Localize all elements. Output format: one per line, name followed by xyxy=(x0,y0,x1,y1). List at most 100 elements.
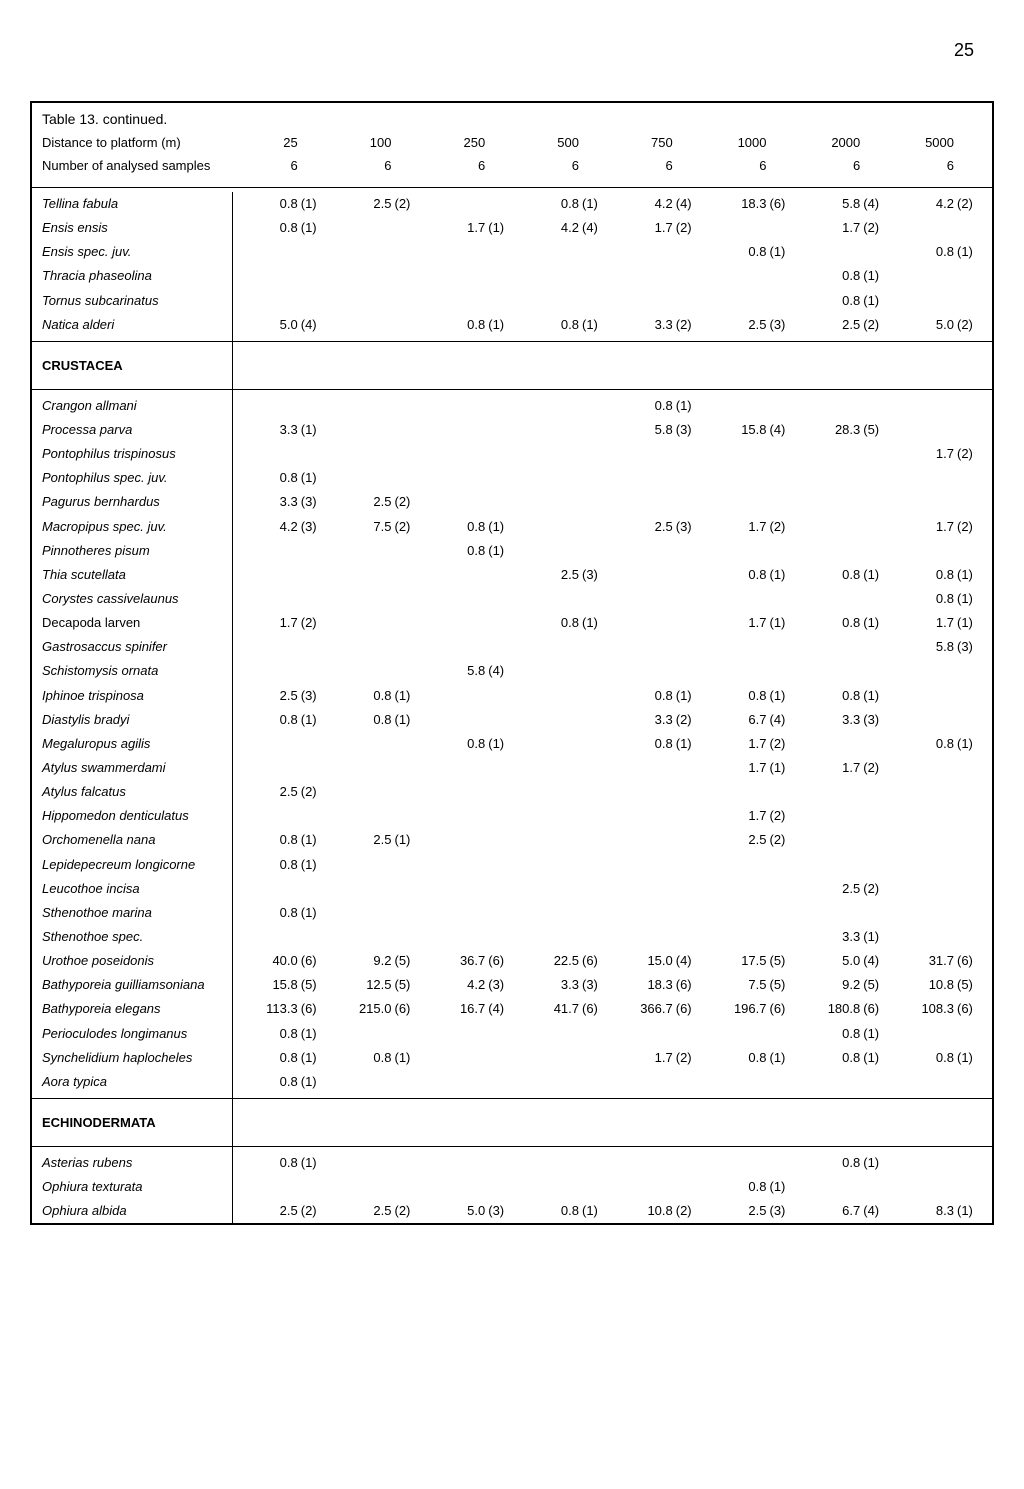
data-cell xyxy=(420,289,514,313)
data-cell xyxy=(326,466,420,490)
data-cell: 0.8(1) xyxy=(326,1046,420,1070)
page-number: 25 xyxy=(30,40,974,61)
data-cell xyxy=(326,587,420,611)
data-cell: 2.5(2) xyxy=(232,1199,326,1223)
data-cell: 2.5(3) xyxy=(701,313,795,337)
data-cell: 0.8(1) xyxy=(232,1046,326,1070)
data-cell xyxy=(607,240,701,264)
table-caption: Table 13. continued. xyxy=(32,103,992,131)
data-cell xyxy=(232,1175,326,1199)
data-cell xyxy=(232,240,326,264)
data-cell xyxy=(326,1151,420,1175)
data-cell xyxy=(701,659,795,683)
data-cell: 41.7(6) xyxy=(513,997,607,1021)
data-cell xyxy=(420,490,514,514)
data-cell xyxy=(513,828,607,852)
data-cell xyxy=(420,1070,514,1094)
data-cell: 1.7(2) xyxy=(701,515,795,539)
data-cell xyxy=(607,1175,701,1199)
section-divider xyxy=(32,341,992,342)
data-cell xyxy=(326,240,420,264)
data-cell xyxy=(513,804,607,828)
species-name: Lepidepecreum longicorne xyxy=(42,853,232,877)
data-cell: 0.8(1) xyxy=(888,563,982,587)
species-name: Atylus swammerdami xyxy=(42,756,232,780)
species-name: Urothoe poseidonis xyxy=(42,949,232,973)
data-cell: 40.0(6) xyxy=(232,949,326,973)
table-row: Bathyporeia guilliamsoniana15.8(5)12.5(5… xyxy=(32,973,992,997)
data-cell: 1.7(1) xyxy=(701,756,795,780)
species-name: Tellina fabula xyxy=(42,192,232,216)
data-cell xyxy=(607,490,701,514)
data-cell: 0.8(1) xyxy=(232,901,326,925)
data-cell xyxy=(420,635,514,659)
data-cell: 3.3(1) xyxy=(795,925,889,949)
data-cell: 2.5(3) xyxy=(232,684,326,708)
table-row: Thia scutellata2.5(3)0.8(1)0.8(1)0.8(1) xyxy=(32,563,992,587)
data-cell xyxy=(513,901,607,925)
header-distance-col: 5000 xyxy=(888,133,982,152)
data-cell xyxy=(701,289,795,313)
data-cell xyxy=(607,853,701,877)
data-cell: 3.3(3) xyxy=(513,973,607,997)
data-cell xyxy=(607,1151,701,1175)
data-cell xyxy=(420,853,514,877)
data-cell: 0.8(1) xyxy=(513,313,607,337)
data-cell: 5.8(3) xyxy=(888,635,982,659)
data-cell: 0.8(1) xyxy=(888,240,982,264)
data-cell xyxy=(326,394,420,418)
data-cell xyxy=(513,877,607,901)
table-row: Pagurus bernhardus3.3(3)2.5(2) xyxy=(32,490,992,514)
data-cell xyxy=(326,732,420,756)
table-row: Schistomysis ornata5.8(4) xyxy=(32,659,992,683)
data-cell xyxy=(888,853,982,877)
header-samples-col: 6 xyxy=(795,156,889,175)
data-cell: 3.3(3) xyxy=(232,490,326,514)
data-cell: 5.0(2) xyxy=(888,313,982,337)
data-cell: 0.8(1) xyxy=(420,732,514,756)
data-cell: 0.8(1) xyxy=(420,313,514,337)
data-cell xyxy=(701,587,795,611)
header-distance-col: 25 xyxy=(232,133,326,152)
table-row: Atylus falcatus2.5(2) xyxy=(32,780,992,804)
header-samples-col: 6 xyxy=(420,156,514,175)
species-name: Decapoda larven xyxy=(42,611,232,635)
data-cell xyxy=(232,264,326,288)
data-cell xyxy=(513,732,607,756)
data-cell: 0.8(1) xyxy=(232,216,326,240)
data-cell xyxy=(607,659,701,683)
data-cell: 6.7(4) xyxy=(795,1199,889,1223)
data-cell: 0.8(1) xyxy=(607,732,701,756)
data-cell xyxy=(420,1022,514,1046)
data-cell: 0.8(1) xyxy=(232,1151,326,1175)
data-cell: 0.8(1) xyxy=(888,1046,982,1070)
data-cell: 0.8(1) xyxy=(326,684,420,708)
data-cell xyxy=(326,635,420,659)
species-name: Asterias rubens xyxy=(42,1151,232,1175)
species-name: Thia scutellata xyxy=(42,563,232,587)
data-cell xyxy=(513,853,607,877)
data-cell xyxy=(701,780,795,804)
data-cell xyxy=(232,289,326,313)
data-cell xyxy=(795,539,889,563)
data-cell: 0.8(1) xyxy=(701,1175,795,1199)
data-cell xyxy=(513,756,607,780)
data-cell xyxy=(420,240,514,264)
data-cell: 0.8(1) xyxy=(795,684,889,708)
data-cell xyxy=(232,442,326,466)
data-cell xyxy=(607,539,701,563)
data-cell xyxy=(513,925,607,949)
data-cell: 4.2(3) xyxy=(232,515,326,539)
data-cell xyxy=(795,394,889,418)
data-cell: 0.8(1) xyxy=(513,611,607,635)
data-cell xyxy=(326,925,420,949)
data-cell xyxy=(513,1175,607,1199)
data-cell xyxy=(888,708,982,732)
table-row: Macropipus spec. juv.4.2(3)7.5(2)0.8(1)2… xyxy=(32,515,992,539)
data-cell xyxy=(326,804,420,828)
data-cell xyxy=(513,1070,607,1094)
data-cell xyxy=(326,659,420,683)
data-cell xyxy=(420,587,514,611)
table-row: Sthenothoe spec.3.3(1) xyxy=(32,925,992,949)
data-cell: 28.3(5) xyxy=(795,418,889,442)
